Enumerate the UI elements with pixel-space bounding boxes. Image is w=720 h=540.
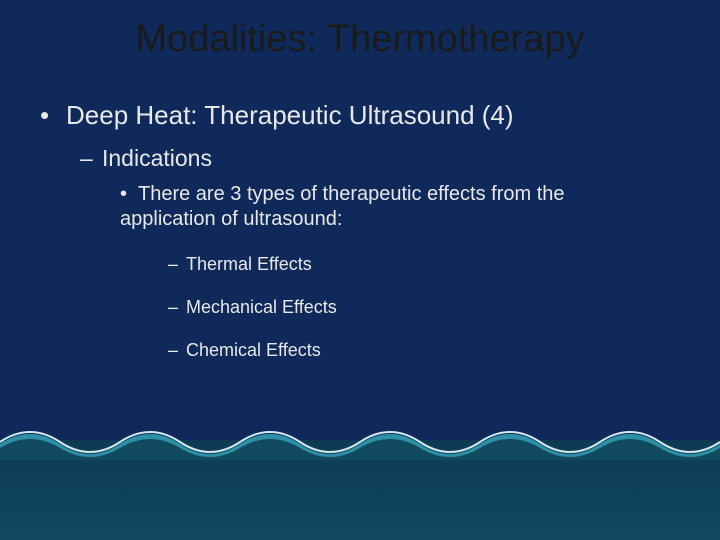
bullet-level4-a: –Thermal Effects	[168, 254, 680, 275]
bullet-level4-c: –Chemical Effects	[168, 340, 680, 361]
bullet-level1-text: Deep Heat: Therapeutic Ultrasound (4)	[66, 100, 514, 130]
dash-icon: –	[80, 145, 102, 172]
dash-icon: –	[168, 254, 186, 275]
bullet-icon: •	[120, 182, 138, 207]
slide-title: Modalities: Thermotherapy	[0, 18, 720, 61]
dash-icon: –	[168, 297, 186, 318]
bullet-level2: –Indications	[80, 145, 680, 172]
bullet-level4-b: –Mechanical Effects	[168, 297, 680, 318]
bullet-level4-b-text: Mechanical Effects	[186, 297, 337, 317]
slide: Modalities: Thermotherapy •Deep Heat: Th…	[0, 0, 720, 540]
bullet-level3-text: There are 3 types of therapeutic effects…	[120, 183, 565, 230]
bullet-level3: •There are 3 types of therapeutic effect…	[120, 182, 680, 232]
content-area: •Deep Heat: Therapeutic Ultrasound (4) –…	[40, 100, 680, 361]
wave-decoration	[0, 420, 720, 460]
bullet-level4-a-text: Thermal Effects	[186, 254, 312, 274]
dash-icon: –	[168, 340, 186, 361]
bullet-level2-text: Indications	[102, 145, 212, 171]
bullet-level1: •Deep Heat: Therapeutic Ultrasound (4)	[40, 100, 680, 131]
bullet-icon: •	[40, 100, 66, 131]
bullet-level4-c-text: Chemical Effects	[186, 340, 321, 360]
